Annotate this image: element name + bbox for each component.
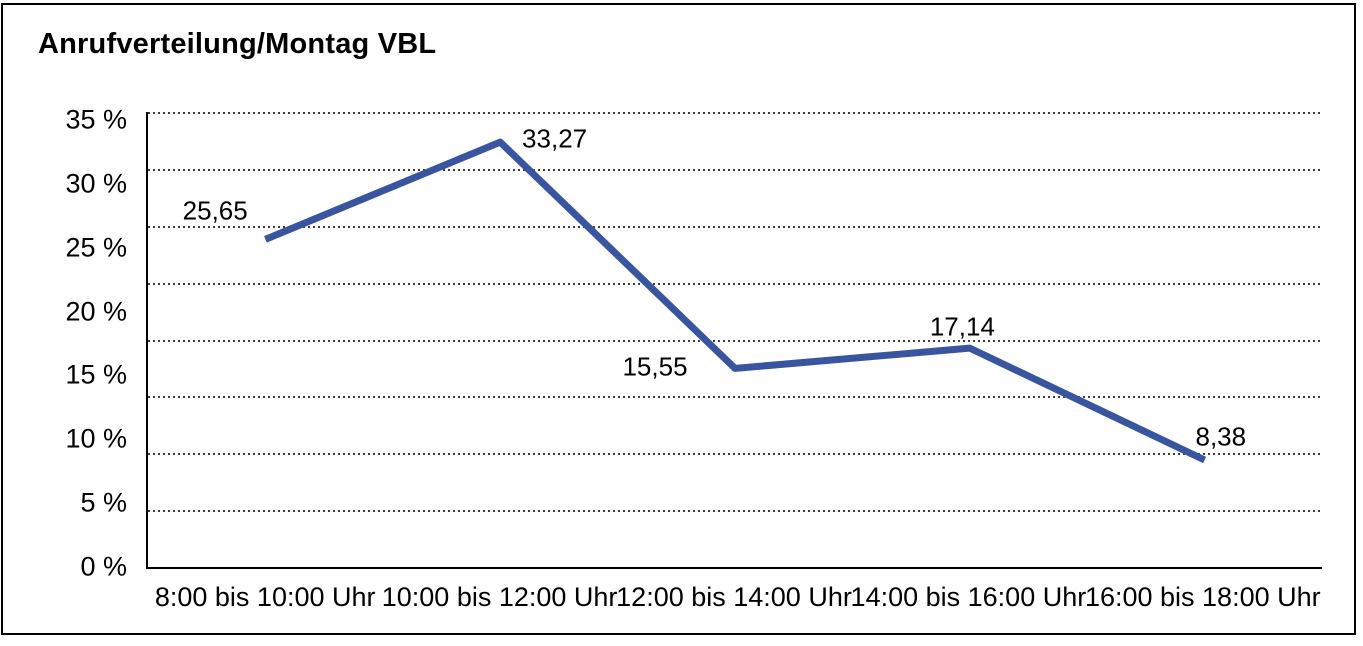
x-axis-tick-label: 12:00 bis 14:00 Uhr [616, 582, 852, 612]
y-axis-tick-label: 10 % [65, 423, 127, 454]
gridline [148, 225, 1322, 228]
data-label: 25,65 [182, 195, 248, 226]
y-axis-tick-label: 0 % [80, 551, 127, 582]
y-axis-tick-label: 20 % [65, 296, 127, 327]
y-axis-tick-label: 5 % [80, 487, 127, 518]
y-axis-tick-label: 15 % [65, 359, 127, 390]
gridline [148, 112, 1322, 114]
data-label: 33,27 [522, 123, 588, 154]
x-axis-tick-label: 16:00 bis 18:00 Uhr [1084, 582, 1321, 612]
y-axis-tick-label: 35 % [65, 104, 127, 135]
chart-frame [1, 3, 1356, 635]
data-label: 8,38 [1195, 421, 1247, 452]
x-axis-tick-label: 14:00 bis 16:00 Uhr [850, 582, 1087, 612]
series-line [264, 138, 1207, 464]
gridline [148, 282, 1322, 285]
y-axis-tick-label: 25 % [65, 232, 127, 263]
data-label: 17,14 [929, 311, 995, 342]
series-line-path [264, 138, 1207, 464]
chart-title: Anrufverteilung/Montag VBL [38, 28, 437, 60]
x-axis: 8:00 bis 10:00 Uhr 10:00 bis 12:00 Uhr 12:… [148, 582, 1321, 622]
x-axis-tick-label: 10:00 bis 12:00 Uhr [381, 582, 618, 612]
gridline [148, 339, 1322, 342]
y-axis-tick-label: 30 % [65, 168, 127, 199]
gridline [148, 453, 1322, 456]
gridline [148, 396, 1322, 399]
gridline [148, 168, 1322, 171]
plot-area: 25,65 33,27 15,55 17,14 8,38 [146, 112, 1322, 569]
gridline [148, 510, 1322, 513]
x-axis-tick-label: 8:00 bis 10:00 Uhr [154, 582, 376, 612]
y-axis: 35 % 30 % 25 % 20 % 15 % 10 % 5 % 0 % [0, 105, 127, 582]
data-label: 15,55 [622, 351, 688, 382]
